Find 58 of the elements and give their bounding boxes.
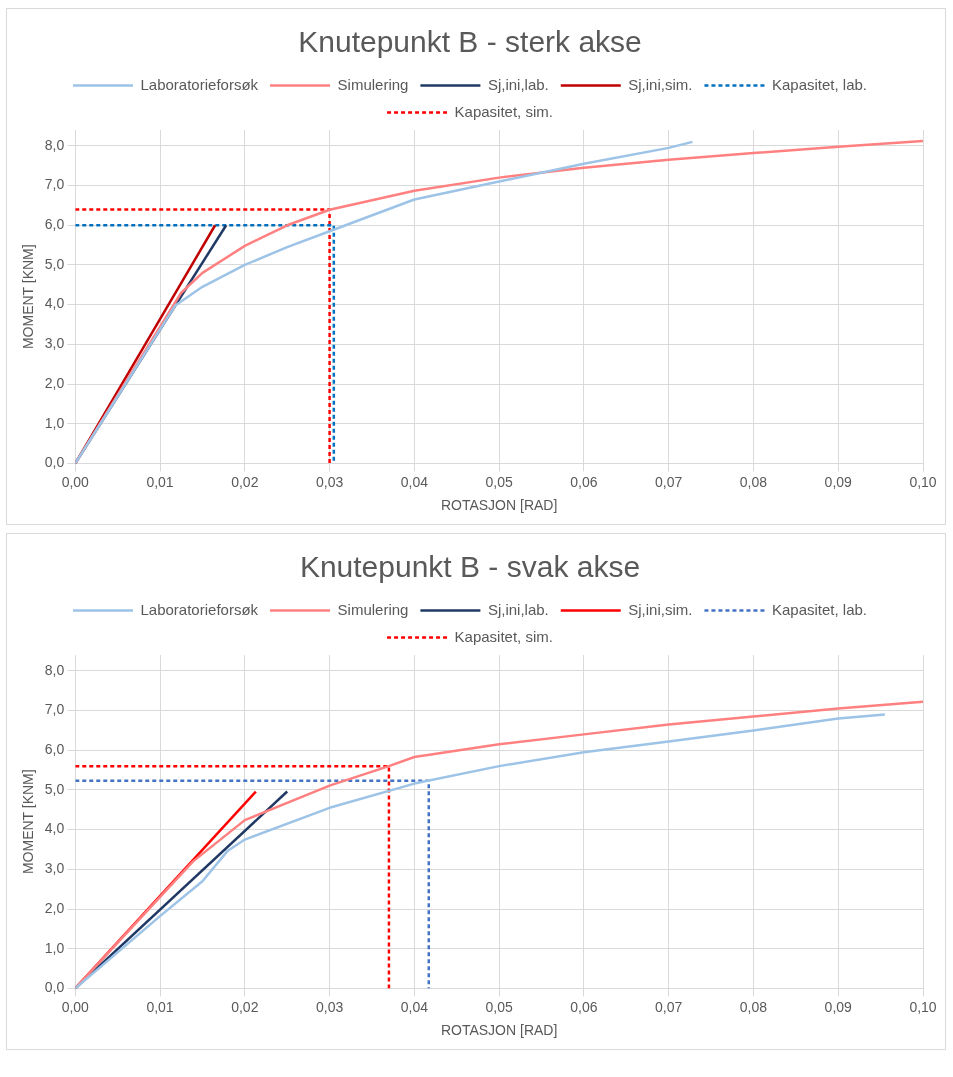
legend-label: Laboratorieforsøk [140,600,259,618]
legend-label: Simulering [337,75,409,93]
legend-label: Sj,ini,sim. [628,600,693,618]
y-tick-label: 6,0 [44,216,65,233]
x-tick-label: 0,06 [570,473,598,490]
legend-label: Kapasitet, lab. [771,75,868,93]
y-tick-label: 8,0 [44,136,65,153]
legend-label: Kapasitet, sim. [454,102,553,120]
x-tick-label: 0,04 [400,473,429,490]
x-tick-label: 0,08 [739,998,768,1015]
y-tick-label: 2,0 [44,899,65,916]
x-tick-label: 0,05 [485,998,513,1015]
x-tick-label: 0,09 [824,998,853,1015]
x-axis-title: ROTASJON [RAD] [440,1022,558,1039]
x-tick-label: 0,02 [231,998,259,1015]
x-tick-label: 0,07 [655,473,683,490]
x-tick-label: 0,03 [315,998,344,1015]
x-tick-label: 0,03 [315,473,344,490]
y-tick-label: 1,0 [44,939,65,956]
y-tick-label: 4,0 [44,295,65,312]
y-tick-label: 0,0 [44,454,65,471]
x-tick-label: 0,01 [146,473,174,490]
legend-label: Laboratorieforsøk [140,75,259,93]
x-tick-label: 0,02 [231,473,259,490]
legend-label: Kapasitet, lab. [771,600,868,618]
legend-label: Kapasitet, sim. [454,627,553,645]
x-tick-label: 0,01 [146,998,174,1015]
y-tick-label: 3,0 [44,860,65,877]
x-tick-label: 0,09 [824,473,853,490]
chart-title: Knutepunkt B - sterk akse [298,25,642,59]
x-tick-label: 0,06 [570,998,598,1015]
x-tick-label: 0,08 [739,473,768,490]
y-tick-label: 5,0 [44,780,65,797]
y-tick-label: 5,0 [44,255,65,272]
legend-label: Sj,ini,sim. [628,75,693,93]
x-axis-title: ROTASJON [RAD] [440,497,558,514]
y-tick-label: 3,0 [44,335,65,352]
x-tick-label: 0,05 [485,473,513,490]
x-tick-label: 0,10 [909,473,937,490]
chart-title: Knutepunkt B - svak akse [299,550,641,584]
y-tick-label: 4,0 [44,820,65,837]
x-tick-label: 0,04 [400,998,429,1015]
y-tick-label: 2,0 [44,374,65,391]
y-tick-label: 6,0 [44,741,65,758]
legend-label: Sj,ini,lab. [487,600,549,618]
x-tick-label: 0,00 [61,473,90,490]
y-tick-label: 7,0 [44,701,65,718]
y-tick-label: 8,0 [44,661,65,678]
x-tick-label: 0,10 [909,998,937,1015]
y-axis-title: MOMENT [KNM] [20,769,37,875]
x-tick-label: 0,00 [61,998,90,1015]
legend-label: Simulering [337,600,409,618]
x-tick-label: 0,07 [655,998,683,1015]
y-tick-label: 1,0 [44,414,65,431]
y-tick-label: 0,0 [44,979,65,996]
legend-label: Sj,ini,lab. [487,75,549,93]
y-tick-label: 7,0 [44,176,65,193]
y-axis-title: MOMENT [KNM] [20,244,37,350]
